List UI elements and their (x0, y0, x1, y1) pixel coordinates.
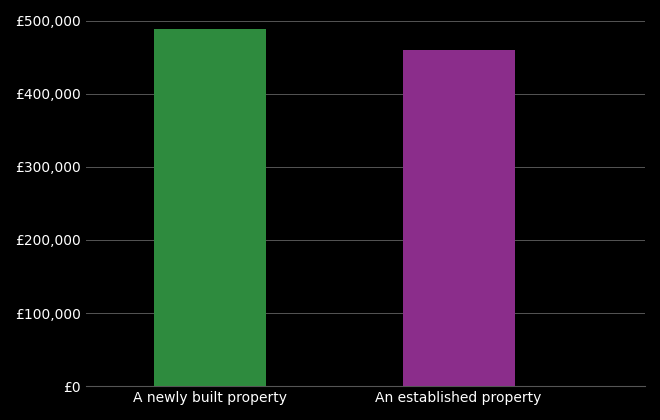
Bar (403, 50, 515, 386)
Bar (154, 29, 266, 386)
